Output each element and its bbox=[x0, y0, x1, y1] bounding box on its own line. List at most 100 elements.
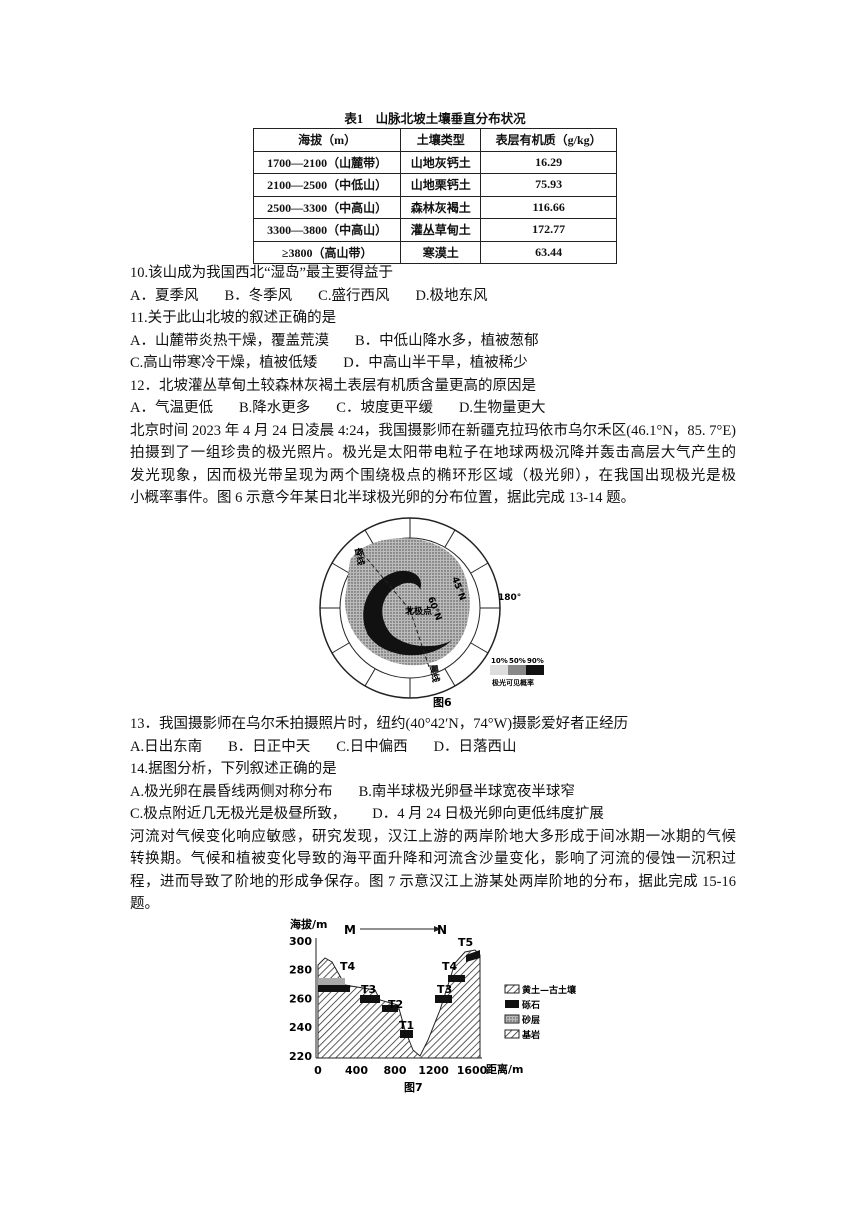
options-line: A.极光卵在晨昏线两侧对称分布 B.南半球极光卵昼半球宽夜半球窄 bbox=[130, 782, 601, 802]
figure-label: N bbox=[437, 923, 447, 937]
table-cell: 172.77 bbox=[480, 218, 617, 242]
table-row: 3300—3800（中高山） 灌丛草甸土 172.77 bbox=[252, 218, 617, 242]
option: B．日正中天 bbox=[228, 738, 311, 755]
figure-label: 砾石 bbox=[522, 999, 540, 1011]
table-row: 1700—2100（山麓带） 山地灰钙土 16.29 bbox=[252, 150, 617, 174]
table-cell: 1700—2100（山麓带） bbox=[252, 150, 402, 174]
figure-label: M bbox=[344, 923, 356, 937]
figure-label: T2 bbox=[388, 998, 403, 1011]
option: A．气温更低 bbox=[130, 400, 213, 416]
options-line: A．山麓带炎热干燥，覆盖荒漠 B．中低山降水多，植被葱郁 bbox=[130, 331, 565, 351]
figure-label: 180° bbox=[498, 593, 521, 603]
figure-label: 图6 bbox=[433, 696, 452, 709]
option: B．冬季风 bbox=[224, 287, 293, 304]
figure-label: 极光可见概率 bbox=[492, 678, 534, 687]
option: D.极地东风 bbox=[415, 287, 488, 304]
header-cell: 海拔（m） bbox=[252, 128, 402, 152]
option: C.极点附近几无极光是极昼所致， bbox=[130, 806, 347, 822]
soil-table: 海拔（m） 土壤类型 表层有机质（g/kg） 1700—2100（山麓带） 山地灰钙土 1… bbox=[252, 128, 617, 264]
text-line: 发光现象，因而极光带呈现为两个围绕极点的椭环形区域（极光卵），在我国出现极光是极 bbox=[130, 467, 736, 484]
figure-label: T3 bbox=[437, 983, 452, 996]
figure-label: 基岩 bbox=[521, 1029, 540, 1041]
text-line: 题。 bbox=[130, 896, 159, 912]
figure-label: T4 bbox=[340, 960, 356, 973]
header-cell: 表层有机质（g/kg） bbox=[480, 128, 617, 152]
table-cell: 63.44 bbox=[480, 240, 617, 264]
option: A．夏季风 bbox=[130, 287, 199, 304]
option: A.极光卵在晨昏线两侧对称分布 bbox=[130, 783, 333, 800]
figure-label: 400 bbox=[345, 1064, 368, 1077]
table-cell: 山地灰钙土 bbox=[400, 150, 482, 174]
table-cell: 灌丛草甸土 bbox=[400, 218, 482, 242]
option: D．4 月 24 日极光卵向更低纬度扩展 bbox=[372, 806, 604, 822]
options-line: C.极点附近几无极光是极昼所致， D．4 月 24 日极光卵向更低纬度扩展 bbox=[130, 804, 630, 824]
table-row: 2500—3300（中高山） 森林灰褐土 116.66 bbox=[252, 195, 617, 219]
table-cell: 16.29 bbox=[480, 150, 617, 174]
options-line: A．气温更低 B.降水更多 C．坡度更平缓 D.生物量更大 bbox=[130, 398, 572, 418]
figure-label: 黄土—古土壤 bbox=[522, 984, 577, 996]
text-line: 北京时间 2023 年 4 月 24 日凌晨 4:24，我国摄影师在新疆克拉玛依… bbox=[130, 422, 736, 439]
figure-label: T4 bbox=[442, 960, 458, 973]
option: A．山麓带炎热干燥，覆盖荒漠 bbox=[130, 332, 329, 349]
table-cell: 2100—2500（中低山） bbox=[252, 173, 402, 197]
option: B.降水更多 bbox=[238, 400, 311, 416]
table-cell: 山地栗钙土 bbox=[400, 173, 482, 197]
figure-label: 晨线 bbox=[427, 663, 442, 683]
options-line: C.高山带寒冷干燥，植被低矮 D．中高山半干旱，植被稀少 bbox=[130, 353, 554, 373]
text-line: 转换期。气候和植被变化导致的海平面升降和河流含沙量变化，影响了河流的侵蚀一沉积过 bbox=[130, 851, 736, 867]
option: C.高山带寒冷干燥，植被低矮 bbox=[130, 355, 318, 371]
figure-label: 800 bbox=[384, 1064, 407, 1077]
figure-label: 0 bbox=[314, 1064, 322, 1077]
option: D．日落西山 bbox=[433, 738, 517, 755]
option: B．中低山降水多，植被葱郁 bbox=[354, 332, 539, 349]
options-line: A.日出东南 B．日正中天 C.日中偏西 D．日落西山 bbox=[130, 737, 543, 757]
table-row: 2100—2500（中低山） 山地栗钙土 75.93 bbox=[252, 173, 617, 197]
table-cell: 3300—3800（中高山） bbox=[252, 218, 402, 242]
figure-label: T3 bbox=[361, 983, 376, 996]
figure-label: 90% bbox=[527, 657, 544, 665]
text-line: 14.据图分析，下列叙述正确的是 bbox=[130, 761, 337, 777]
option: B.南半球极光卵昼半球宽夜半球窄 bbox=[358, 783, 575, 800]
terrace-profile bbox=[315, 926, 520, 1059]
figure-label: 10% bbox=[491, 657, 508, 665]
table-cell: 75.93 bbox=[480, 173, 617, 197]
figure-label: 砂层 bbox=[522, 1014, 540, 1026]
figure-label: 1200 bbox=[418, 1064, 449, 1077]
figure-label: T5 bbox=[458, 936, 473, 949]
figure-label: 50% bbox=[509, 657, 526, 665]
options-line: A．夏季风 B．冬季风 C.盛行西风 D.极地东风 bbox=[130, 286, 514, 306]
table-title: 表1 山脉北坡土壤垂直分布状况 bbox=[344, 112, 526, 126]
figure-label: 240 bbox=[289, 1021, 312, 1034]
text-line: 小概率事件。图 6 示意今年某日北半球极光卵的分布位置，据此完成 13-14 题… bbox=[130, 490, 636, 506]
table-cell: 2500—3300（中高山） bbox=[252, 195, 402, 219]
text-line: 程，进而导致了阶地的形成争保存。图 7 示意汉江上游某处两岸阶地的分布，据此完成… bbox=[130, 873, 736, 890]
header-cell: 土壤类型 bbox=[400, 128, 482, 152]
option: C.日中偏西 bbox=[336, 738, 408, 755]
table-row: ≥3800（高山带） 寒漠土 63.44 bbox=[252, 240, 617, 264]
figure-label: 海拔/m bbox=[290, 917, 327, 931]
table-header: 海拔（m） 土壤类型 表层有机质（g/kg） bbox=[252, 128, 617, 152]
text-line: 拍摄到了一组珍贵的极光照片。极光是太阳带电粒子在地球两极沉降并轰击高层大气产生的 bbox=[130, 445, 736, 461]
figure-label: 220 bbox=[289, 1050, 312, 1063]
option: A.日出东南 bbox=[130, 738, 203, 755]
figure-label: T1 bbox=[399, 1019, 414, 1032]
table-cell: 寒漠土 bbox=[400, 240, 482, 264]
text-line: 11.关于此山北坡的叙述正确的是 bbox=[130, 310, 337, 326]
option: C.盛行西风 bbox=[318, 287, 390, 304]
figure-label: 1600 bbox=[457, 1064, 488, 1077]
figure-label: 300 bbox=[289, 935, 312, 948]
text-line: 12．北坡灌丛草甸土较森林灰褐土表层有机质含量更高的原因是 bbox=[130, 377, 536, 394]
figure-label: 昏线 bbox=[352, 546, 367, 566]
text-line: 河流对气候变化响应敏感，研究发现，汉江上游的两岸阶地大多形成于间冰期一冰期的气候 bbox=[130, 828, 736, 845]
polar-map bbox=[319, 517, 544, 699]
figure-label: 260 bbox=[289, 992, 312, 1005]
text-line: 13．我国摄影师在乌尔禾拍摄照片时，纽约(40°42′N，74°W)摄影爱好者正… bbox=[130, 716, 629, 732]
text-line: 10.该山成为我国西北“湿岛”最主要得益于 bbox=[130, 265, 393, 281]
figure-label: 图7 bbox=[404, 1081, 423, 1094]
option: C．坡度更平缓 bbox=[336, 400, 433, 416]
figure-label: 北极点 bbox=[405, 605, 432, 617]
table-cell: ≥3800（高山带） bbox=[252, 240, 402, 264]
